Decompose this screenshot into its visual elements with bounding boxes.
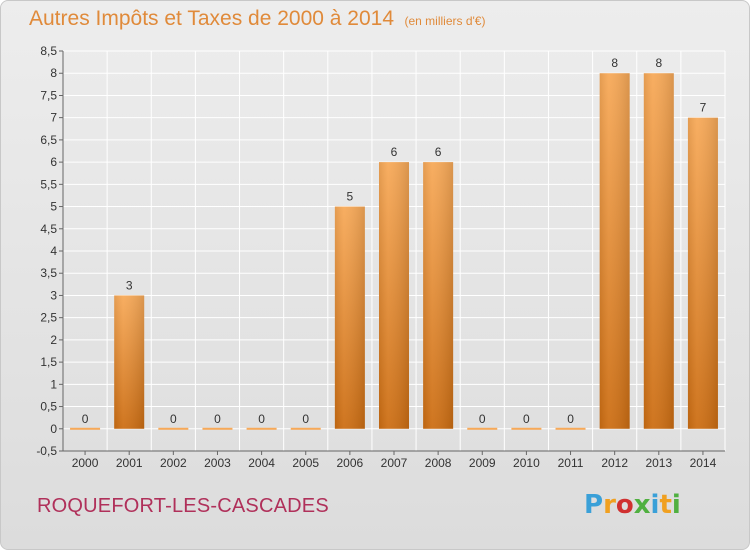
bar-shading	[423, 162, 454, 429]
y-tick-label: 0	[50, 422, 57, 436]
y-tick-label: 3,5	[40, 266, 57, 280]
logo-letter: t	[659, 490, 672, 520]
data-label: 5	[347, 190, 354, 204]
y-tick-label: 2	[50, 333, 57, 347]
y-tick-label: 4,5	[40, 222, 57, 236]
chart-title: Autres Impôts et Taxes de 2000 à 2014	[29, 7, 395, 30]
bar	[158, 427, 189, 430]
x-tick-label: 2011	[558, 456, 584, 470]
logo-letter: r	[603, 490, 616, 520]
bar	[70, 427, 101, 430]
x-tick-label: 2008	[425, 456, 452, 470]
data-label: 0	[302, 412, 309, 426]
logo-letter: x	[633, 490, 651, 520]
y-tick-label: 1,5	[40, 355, 57, 369]
data-label: 0	[214, 412, 221, 426]
x-tick-label: 2000	[72, 456, 99, 470]
y-tick-label: 3	[50, 288, 57, 302]
bar	[467, 427, 498, 430]
y-tick-label: 6,5	[40, 133, 57, 147]
y-tick-label: 7,5	[40, 88, 57, 102]
x-tick-label: 2007	[381, 456, 408, 470]
data-label: 3	[126, 278, 133, 292]
commune-name: ROQUEFORT-LES-CASCADES	[37, 495, 329, 517]
x-tick-label: 2014	[690, 456, 717, 470]
x-tick-label: 2001	[116, 456, 143, 470]
chart-title-block: Autres Impôts et Taxes de 2000 à 2014 (e…	[29, 7, 485, 31]
bar-shading	[378, 162, 410, 429]
bar-shading	[599, 73, 630, 429]
data-label: 8	[611, 56, 618, 70]
data-label: 7	[700, 101, 707, 115]
data-label: 6	[391, 145, 398, 159]
x-tick-label: 2012	[601, 456, 628, 470]
x-tick-label: 2004	[248, 456, 275, 470]
data-label: 0	[258, 412, 265, 426]
y-tick-label: 0,5	[40, 400, 57, 414]
y-tick-label: 5,5	[40, 177, 57, 191]
data-label: 0	[567, 412, 574, 426]
logo-letter: i	[671, 490, 681, 520]
x-tick-label: 2002	[160, 456, 187, 470]
x-tick-label: 2009	[469, 456, 496, 470]
proxiti-logo: Proxiti	[584, 490, 681, 520]
y-tick-label: 1	[50, 377, 57, 391]
bar-shading	[687, 117, 718, 429]
y-tick-label: 8,5	[40, 44, 57, 58]
bar	[511, 427, 542, 430]
bar	[246, 427, 277, 430]
data-label: 6	[435, 145, 442, 159]
x-tick-label: 2005	[292, 456, 319, 470]
data-label: 0	[170, 412, 177, 426]
bars	[70, 73, 718, 430]
x-tick-label: 2006	[337, 456, 364, 470]
y-tick-label: 6	[50, 155, 57, 169]
y-tick-label: 4	[50, 244, 57, 258]
y-tick-label: 5	[50, 200, 57, 214]
y-tick-label: 7	[50, 111, 57, 125]
data-label: 8	[655, 56, 662, 70]
data-label: 0	[523, 412, 530, 426]
x-tick-label: 2010	[513, 456, 540, 470]
axes: -0,5 0 0,5 1 1,5 2 2,5 3 3,5 4 4,5 5 5,5 6 6,5 7 7,5 8 8,5…	[36, 44, 725, 470]
x-tick-label: 2013	[645, 456, 672, 470]
x-tick-label: 2003	[204, 456, 231, 470]
y-tick-label: -0,5	[36, 444, 57, 458]
data-label: 0	[479, 412, 486, 426]
data-labels: 0 3 0 0 0 0 5 6 6 0 0 0 8 8 7	[82, 56, 707, 426]
bar	[290, 427, 321, 430]
logo-letter: i	[650, 490, 660, 520]
bar	[202, 427, 233, 430]
bar-shading	[643, 73, 674, 429]
bar-shading	[114, 295, 145, 429]
y-tick-label: 2,5	[40, 311, 57, 325]
y-tick-label: 8	[50, 66, 57, 80]
data-label: 0	[82, 412, 89, 426]
logo-letter: o	[615, 490, 634, 520]
bar-shading	[334, 206, 365, 429]
logo-letter: P	[584, 490, 604, 520]
bar	[555, 427, 586, 430]
chart-unit: (en milliers d'€)	[404, 14, 486, 28]
